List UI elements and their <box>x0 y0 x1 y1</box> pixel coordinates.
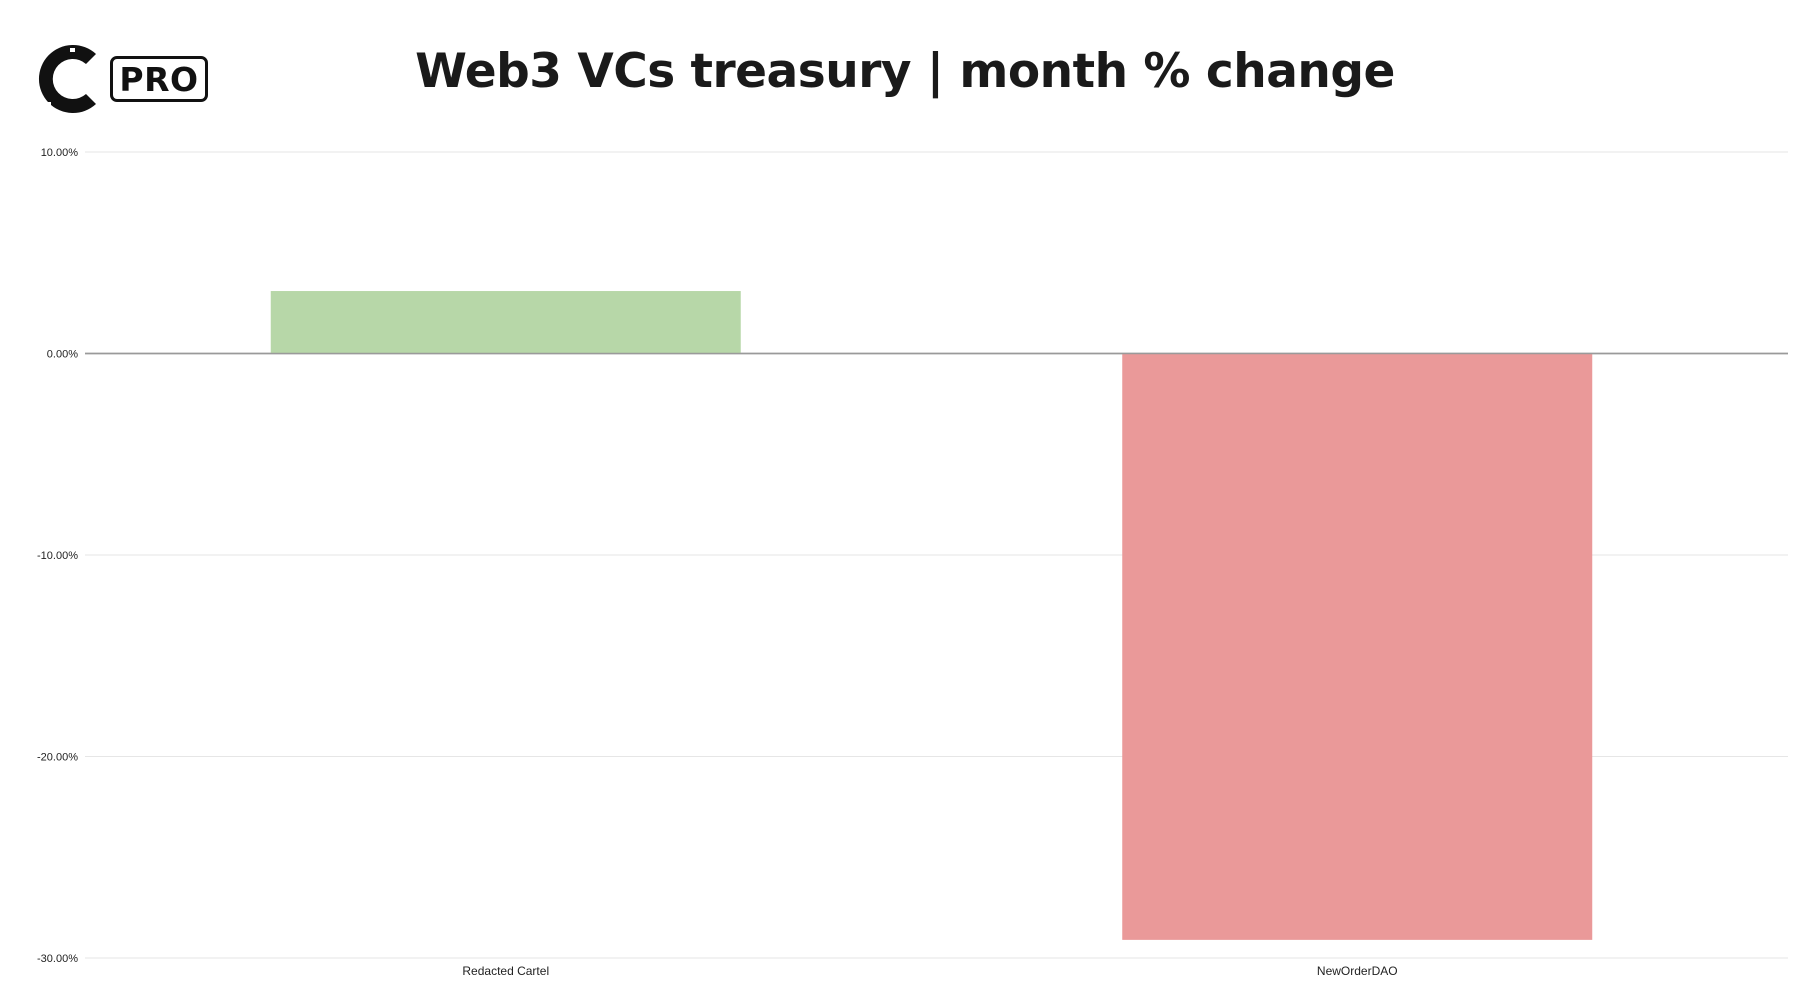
y-tick-label: -30.00% <box>37 953 78 965</box>
brand-logo <box>30 42 220 116</box>
x-category-label: NewOrderDAO <box>1317 964 1398 978</box>
bar <box>1122 353 1593 940</box>
y-tick-label: -10.00% <box>37 550 78 562</box>
c-logo-icon <box>32 45 96 113</box>
y-tick-label: 0.00% <box>47 349 78 361</box>
x-category-label: Redacted Cartel <box>462 964 549 978</box>
chart-title: Web3 VCs treasury | month % change <box>415 44 1395 99</box>
bar <box>270 291 741 354</box>
y-tick-label: -20.00% <box>37 752 78 764</box>
y-tick-label: 10.00% <box>41 147 79 159</box>
pro-badge: PRO <box>110 56 208 102</box>
